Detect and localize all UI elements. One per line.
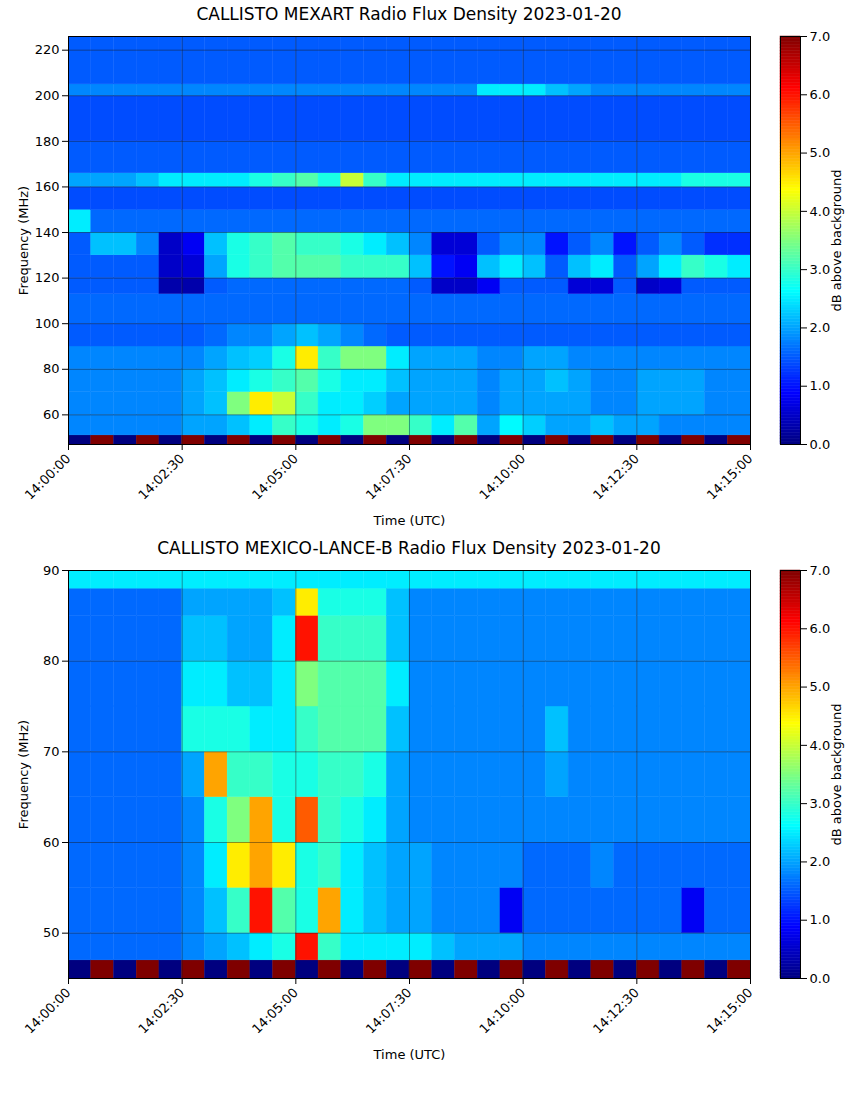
svg-text:0.0: 0.0	[810, 437, 831, 452]
svg-text:Time (UTC): Time (UTC)	[373, 1047, 446, 1062]
svg-text:60: 60	[43, 407, 60, 422]
svg-text:14:00:00: 14:00:00	[22, 451, 74, 503]
svg-text:dB above background: dB above background	[829, 703, 844, 845]
svg-text:dB above background: dB above background	[829, 169, 844, 311]
svg-text:14:15:00: 14:15:00	[704, 451, 756, 503]
svg-text:14:00:00: 14:00:00	[22, 985, 74, 1037]
svg-text:14:05:00: 14:05:00	[249, 451, 301, 503]
svg-text:5.0: 5.0	[810, 679, 831, 694]
svg-text:4.0: 4.0	[810, 738, 831, 753]
svg-text:0.0: 0.0	[810, 971, 831, 986]
svg-text:100: 100	[35, 316, 60, 331]
svg-text:5.0: 5.0	[810, 145, 831, 160]
svg-text:3.0: 3.0	[810, 262, 831, 277]
html-text:CALLISTO MEXICO-LANCE-B Radio: CALLISTO MEXICO-LANCE-B Radio Flux Densi…	[157, 538, 661, 558]
svg-text:50: 50	[43, 925, 60, 940]
svg-text:1.0: 1.0	[810, 378, 831, 393]
svg-text:140: 140	[35, 225, 60, 240]
svg-text:200: 200	[35, 88, 60, 103]
svg-text:14:05:00: 14:05:00	[249, 985, 301, 1037]
svg-text:7.0: 7.0	[810, 29, 831, 44]
svg-text:6.0: 6.0	[810, 87, 831, 102]
svg-text:Time (UTC): Time (UTC)	[373, 513, 446, 528]
svg-text:4.0: 4.0	[810, 204, 831, 219]
svg-text:14:15:00: 14:15:00	[704, 985, 756, 1037]
html-text:CALLISTO MEXART Radio Flux Den: CALLISTO MEXART Radio Flux Density 2023-…	[196, 4, 622, 24]
svg-text:160: 160	[35, 179, 60, 194]
svg-text:14:12:30: 14:12:30	[590, 451, 642, 503]
svg-text:2.0: 2.0	[810, 320, 831, 335]
svg-text:80: 80	[43, 653, 60, 668]
svg-text:14:02:30: 14:02:30	[135, 451, 187, 503]
svg-text:14:10:00: 14:10:00	[476, 451, 528, 503]
svg-text:3.0: 3.0	[810, 796, 831, 811]
svg-text:1.0: 1.0	[810, 912, 831, 927]
svg-text:Frequency (MHz): Frequency (MHz)	[16, 720, 31, 829]
svg-text:14:12:30: 14:12:30	[590, 985, 642, 1037]
svg-text:180: 180	[35, 134, 60, 149]
svg-text:14:10:00: 14:10:00	[476, 985, 528, 1037]
svg-text:7.0: 7.0	[810, 563, 831, 578]
svg-text:14:02:30: 14:02:30	[135, 985, 187, 1037]
svg-text:Frequency (MHz): Frequency (MHz)	[16, 186, 31, 295]
svg-text:14:07:30: 14:07:30	[363, 985, 415, 1037]
svg-text:6.0: 6.0	[810, 621, 831, 636]
svg-text:60: 60	[43, 835, 60, 850]
svg-text:2.0: 2.0	[810, 854, 831, 869]
svg-text:220: 220	[35, 42, 60, 57]
svg-text:120: 120	[35, 270, 60, 285]
svg-text:90: 90	[43, 563, 60, 578]
svg-text:14:07:30: 14:07:30	[363, 451, 415, 503]
svg-text:80: 80	[43, 361, 60, 376]
svg-text:70: 70	[43, 744, 60, 759]
